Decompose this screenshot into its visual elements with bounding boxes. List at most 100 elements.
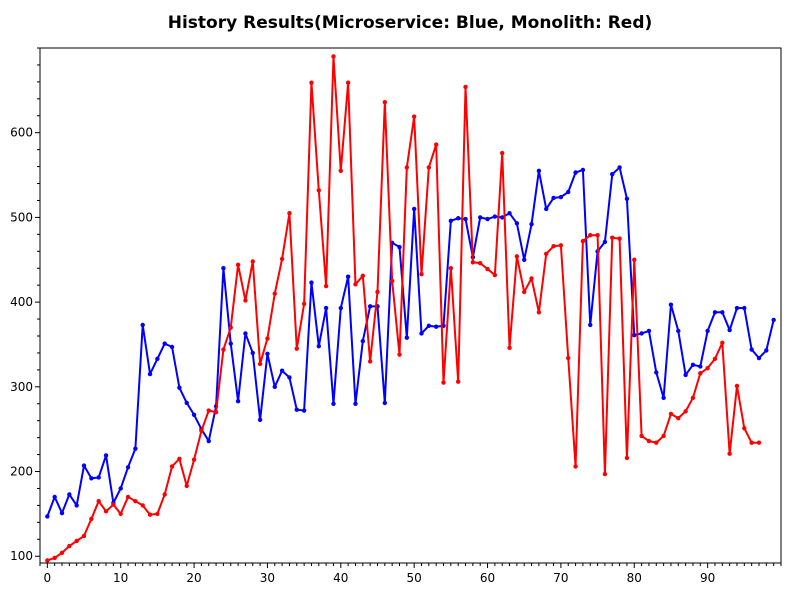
data-point [287,210,292,216]
data-point [544,206,549,212]
data-point [257,417,263,423]
x-tick-label: 50 [407,571,422,585]
data-point [52,555,57,561]
y-tick-label: 500 [10,210,33,224]
data-point [448,218,454,223]
data-point [331,54,336,59]
data-point [463,84,468,90]
data-point [147,512,153,517]
data-point [617,165,622,170]
data-point [360,273,366,279]
data-point [566,189,571,195]
data-point [426,165,432,170]
data-point [742,426,747,431]
data-point [558,243,564,248]
data-point [338,305,343,311]
data-point [661,433,666,439]
data-point [676,328,681,334]
data-point [228,341,233,346]
data-point [184,400,189,406]
x-tick-label: 70 [553,571,568,585]
data-point [720,340,725,345]
data-point [536,310,542,315]
data-point [265,336,270,341]
data-point [602,471,608,477]
data-point [111,502,116,507]
data-point [323,283,329,289]
data-point [191,457,197,462]
data-point [243,331,248,336]
data-point [712,310,718,315]
data-point [323,305,329,311]
data-point [309,280,314,285]
y-tick-label: 600 [10,126,33,140]
data-point [45,514,50,519]
data-point [397,244,402,250]
series-layer [45,54,776,563]
data-point [470,260,476,265]
data-point [294,346,299,351]
data-point [140,503,145,508]
data-point [455,216,461,221]
data-point [720,310,725,315]
data-point [507,345,512,351]
data-point [287,375,292,380]
data-point [756,440,762,445]
data-point [316,188,321,193]
data-point [272,291,277,296]
data-point [661,395,666,401]
data-point [169,344,175,350]
data-point [551,244,556,249]
data-point [690,362,696,367]
data-point [397,352,402,357]
series-blue [45,165,776,519]
data-point [294,407,299,412]
x-tick-label: 30 [260,571,275,585]
y-tick-label: 200 [10,465,33,479]
data-point [316,343,321,349]
data-point [749,440,754,445]
data-point [668,302,674,307]
data-point [639,433,644,439]
data-point [602,239,608,245]
y-tick-label: 300 [10,380,33,394]
data-point [411,206,417,212]
data-point [522,289,527,295]
data-point [734,305,740,311]
data-point [734,383,740,389]
data-point [169,464,175,469]
data-point [448,266,454,271]
data-point [507,210,512,216]
data-point [588,322,593,328]
data-point [683,409,688,414]
data-point [705,328,710,334]
data-point [177,385,182,390]
data-point [404,165,410,170]
x-tick-label: 60 [480,571,495,585]
data-point [566,355,571,361]
data-point [492,214,498,219]
data-point [140,322,145,328]
data-point [668,411,674,417]
data-point [206,408,211,413]
data-point [59,550,65,556]
data-point [279,368,285,373]
data-point [235,262,241,268]
data-point [184,483,189,489]
data-point [250,259,255,264]
data-point [632,257,637,262]
data-point [742,305,747,311]
data-point [690,395,696,401]
data-point [522,257,527,262]
data-point [580,167,586,173]
data-point [118,511,123,517]
data-point [279,256,285,262]
data-point [301,408,307,413]
data-point [500,150,505,156]
data-point [514,221,520,226]
data-point [573,170,578,175]
data-point [118,486,123,491]
data-point [103,509,109,514]
data-point [610,235,615,240]
